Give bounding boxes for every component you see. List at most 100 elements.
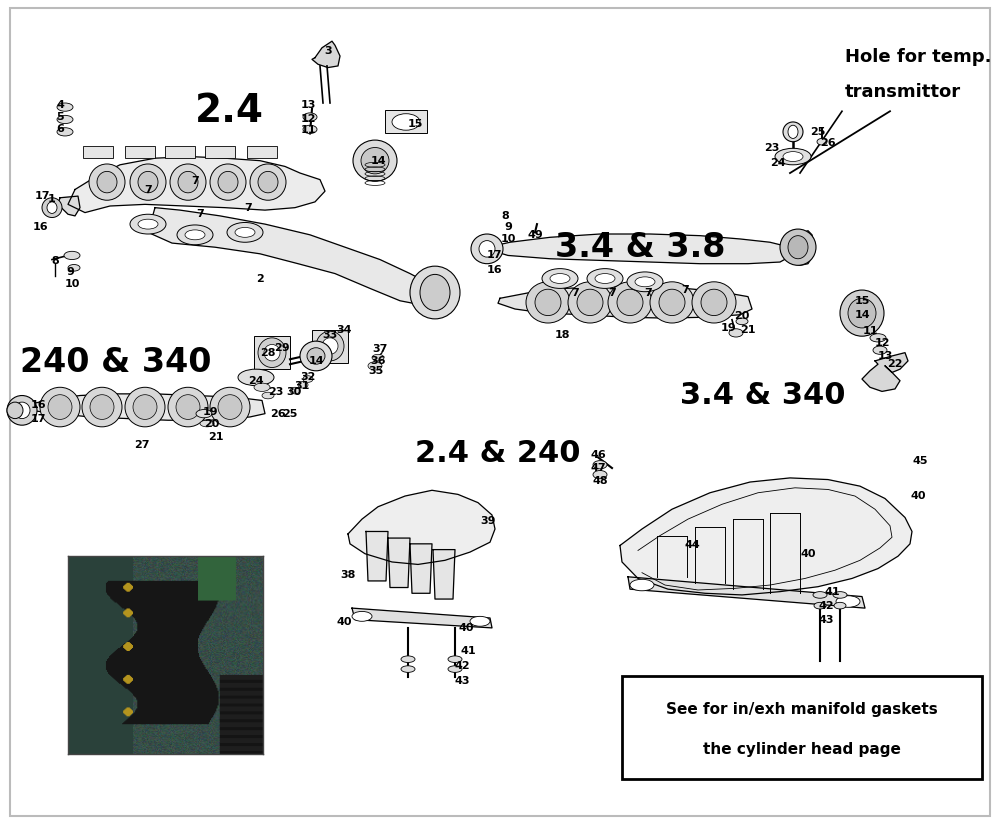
Bar (83, 146, 113, 158)
Ellipse shape (788, 125, 798, 138)
Text: 29: 29 (274, 343, 290, 353)
Ellipse shape (813, 592, 827, 598)
Ellipse shape (57, 115, 73, 124)
Text: 12: 12 (300, 114, 316, 124)
Polygon shape (366, 531, 388, 581)
Ellipse shape (176, 395, 200, 419)
Ellipse shape (82, 387, 122, 427)
Ellipse shape (210, 387, 250, 427)
Text: 9: 9 (504, 222, 512, 232)
Text: 49: 49 (527, 230, 543, 240)
Text: 9: 9 (66, 267, 74, 277)
Polygon shape (410, 544, 432, 593)
Text: 7: 7 (244, 203, 252, 213)
Text: 25: 25 (810, 127, 826, 137)
Text: 25: 25 (282, 409, 298, 419)
Ellipse shape (783, 122, 803, 142)
Bar (312, 330, 348, 363)
Text: 32: 32 (300, 372, 316, 382)
Text: 43: 43 (454, 676, 470, 686)
Text: 13: 13 (300, 101, 316, 110)
Text: 46: 46 (590, 450, 606, 460)
Text: 41: 41 (460, 646, 476, 656)
Ellipse shape (130, 214, 166, 234)
Ellipse shape (40, 387, 80, 427)
Ellipse shape (630, 579, 654, 591)
Text: 43: 43 (818, 615, 834, 625)
Text: 13: 13 (877, 351, 893, 361)
Bar (125, 146, 155, 158)
Text: 4: 4 (56, 100, 64, 110)
Text: 2.4 & 240: 2.4 & 240 (415, 438, 580, 468)
Text: 14: 14 (854, 310, 870, 320)
Ellipse shape (736, 318, 748, 325)
Text: 17: 17 (34, 191, 50, 201)
Polygon shape (782, 231, 815, 265)
Ellipse shape (258, 338, 286, 368)
Ellipse shape (178, 171, 198, 193)
Ellipse shape (471, 234, 503, 264)
Ellipse shape (170, 164, 206, 200)
Bar (254, 336, 290, 369)
Polygon shape (433, 550, 455, 599)
Ellipse shape (401, 666, 415, 672)
Ellipse shape (526, 282, 570, 323)
Bar (205, 146, 235, 158)
Text: 30: 30 (286, 387, 302, 397)
Text: 48: 48 (592, 476, 608, 486)
Text: 19: 19 (202, 407, 218, 417)
Text: 21: 21 (208, 432, 224, 442)
Text: 11: 11 (862, 326, 878, 336)
Polygon shape (148, 208, 440, 307)
Ellipse shape (352, 611, 372, 621)
Ellipse shape (303, 376, 313, 382)
Text: 7: 7 (196, 209, 204, 219)
Text: 12: 12 (874, 338, 890, 348)
Text: 7: 7 (608, 288, 616, 297)
Ellipse shape (692, 282, 736, 323)
Text: 15: 15 (854, 296, 870, 306)
Text: 15: 15 (407, 119, 423, 129)
Ellipse shape (218, 395, 242, 419)
Ellipse shape (840, 290, 884, 336)
Ellipse shape (254, 383, 270, 391)
Text: 26: 26 (270, 409, 286, 419)
Ellipse shape (593, 471, 607, 479)
Ellipse shape (57, 128, 73, 136)
Ellipse shape (42, 198, 62, 218)
Ellipse shape (168, 387, 208, 427)
Ellipse shape (836, 596, 860, 607)
Ellipse shape (316, 331, 344, 361)
Ellipse shape (57, 103, 73, 111)
Ellipse shape (90, 395, 114, 419)
Ellipse shape (303, 125, 317, 133)
Polygon shape (22, 394, 265, 420)
Ellipse shape (48, 395, 72, 419)
Ellipse shape (264, 344, 280, 361)
Bar (247, 146, 277, 158)
Ellipse shape (68, 265, 80, 271)
Text: 6: 6 (56, 124, 64, 134)
Text: 47: 47 (590, 463, 606, 473)
Text: the cylinder head page: the cylinder head page (703, 742, 901, 757)
Text: 24: 24 (248, 376, 264, 386)
Polygon shape (848, 297, 870, 318)
Ellipse shape (401, 656, 415, 662)
Polygon shape (312, 41, 340, 68)
Text: 40: 40 (336, 617, 352, 627)
Text: 21: 21 (740, 325, 756, 335)
Text: 17: 17 (30, 414, 46, 424)
Text: 19: 19 (720, 323, 736, 333)
Ellipse shape (535, 289, 561, 316)
Text: 34: 34 (336, 325, 352, 335)
Text: 10: 10 (500, 234, 516, 244)
Ellipse shape (218, 171, 238, 193)
Ellipse shape (89, 164, 125, 200)
Text: 20: 20 (204, 419, 220, 429)
Polygon shape (498, 287, 752, 318)
Ellipse shape (64, 251, 80, 260)
Ellipse shape (368, 362, 382, 370)
Text: Hole for temp.: Hole for temp. (845, 48, 992, 66)
Ellipse shape (659, 289, 685, 316)
Polygon shape (628, 577, 865, 608)
